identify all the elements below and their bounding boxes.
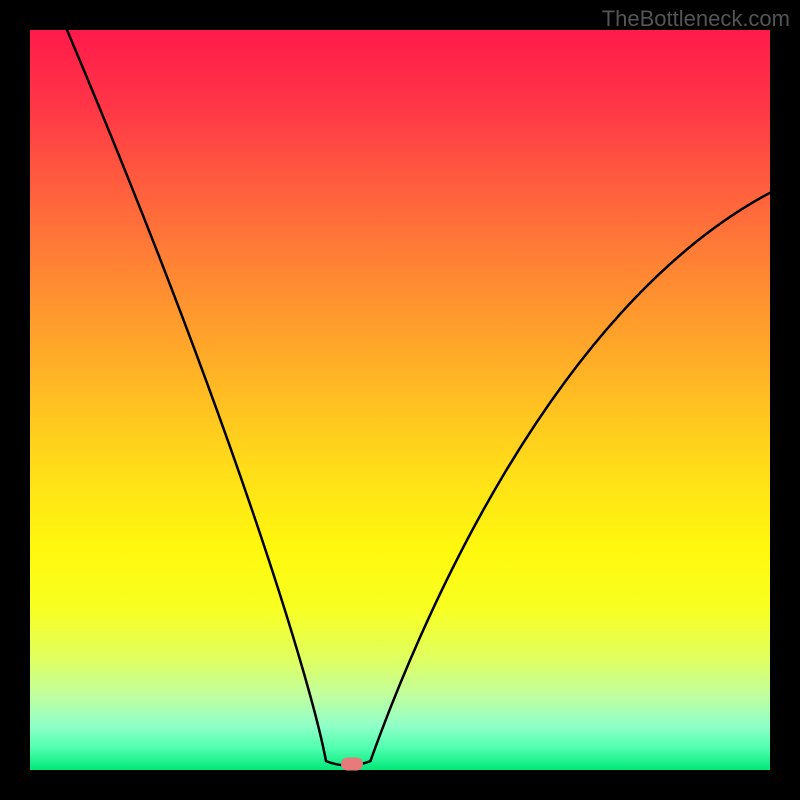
chart-container: { "watermark": { "text": "TheBottleneck.… bbox=[0, 0, 800, 800]
curve-path bbox=[67, 30, 770, 766]
bottleneck-curve bbox=[30, 30, 770, 770]
watermark-text: TheBottleneck.com bbox=[602, 6, 790, 32]
plot-area bbox=[30, 30, 770, 770]
optimal-point-marker bbox=[341, 758, 363, 771]
